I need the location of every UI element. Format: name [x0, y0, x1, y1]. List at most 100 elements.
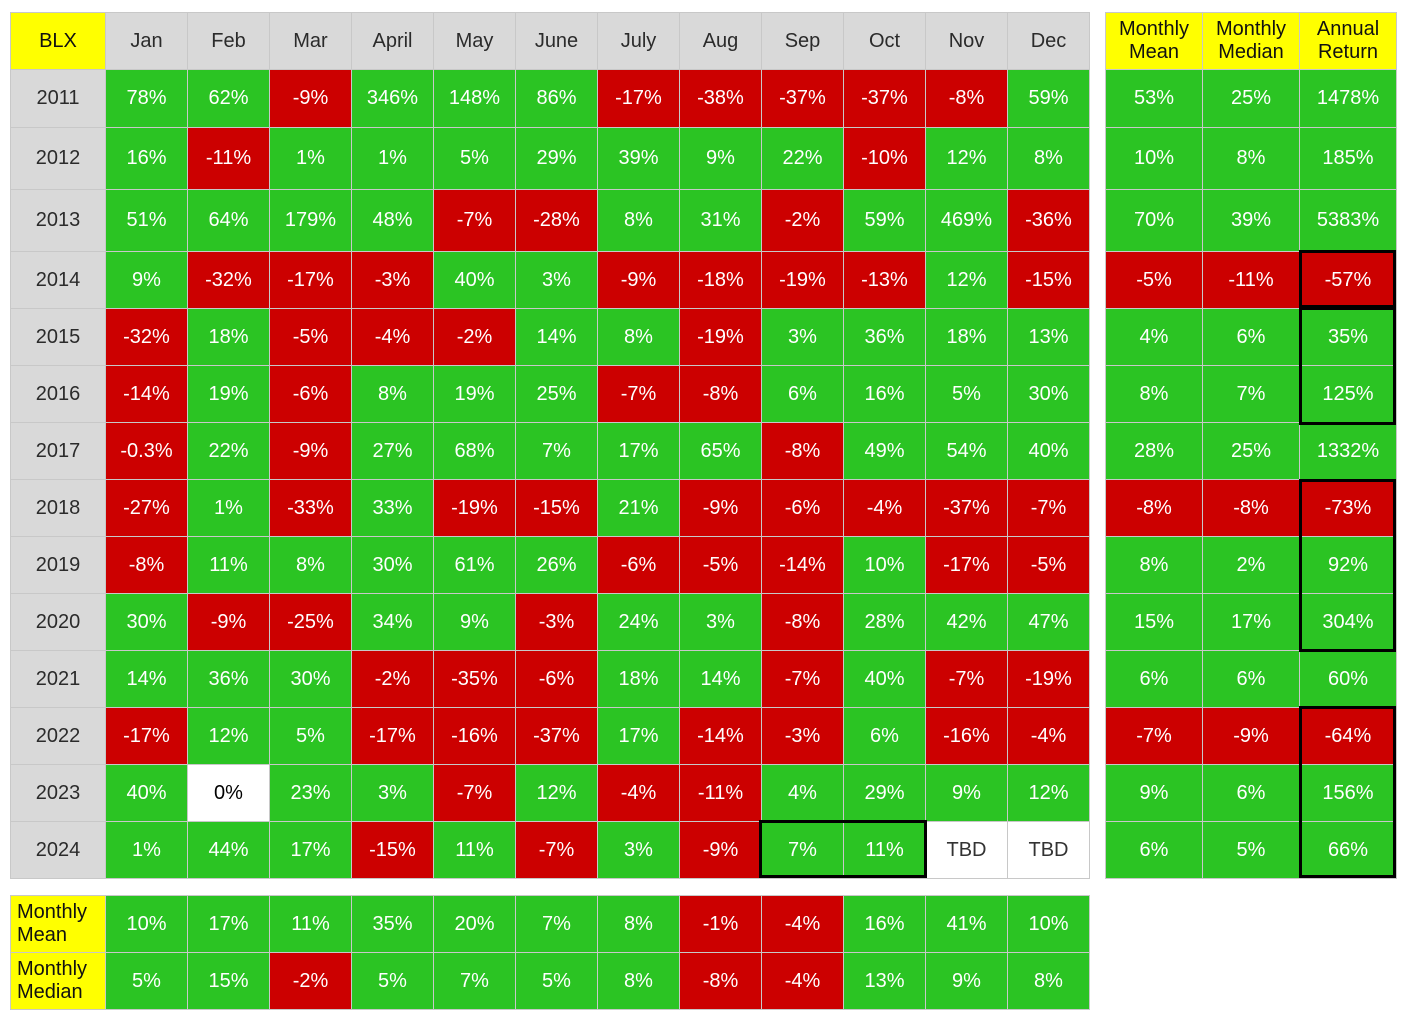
- return-cell: -2%: [351, 650, 434, 708]
- footer-stat-cell: 9%: [925, 952, 1008, 1010]
- footer-stat-cell: 13%: [843, 952, 926, 1010]
- return-cell: 26%: [515, 536, 598, 594]
- return-cell: -16%: [433, 707, 516, 765]
- summary-row: 8% 7% 125%: [1105, 365, 1397, 423]
- table-title: BLX: [10, 12, 106, 70]
- footer-stat-cell: 7%: [433, 952, 516, 1010]
- return-cell: -38%: [679, 69, 762, 128]
- return-cell: 6%: [761, 365, 844, 423]
- annual-return-cell: 35%: [1299, 308, 1397, 366]
- month-header: Dec: [1007, 12, 1090, 70]
- annual-return-cell: -57%: [1299, 251, 1397, 309]
- monthly-median-cell: -9%: [1202, 707, 1300, 765]
- monthly-mean-cell: 9%: [1105, 764, 1203, 822]
- month-header: Aug: [679, 12, 762, 70]
- return-cell: -5%: [269, 308, 352, 366]
- return-cell: -3%: [761, 707, 844, 765]
- footer-stat-cell: 5%: [105, 952, 188, 1010]
- return-cell: -19%: [1007, 650, 1090, 708]
- summary-row: 53% 25% 1478%: [1105, 69, 1397, 128]
- return-cell: -7%: [515, 821, 598, 879]
- footer-label: Monthly Median: [10, 952, 106, 1010]
- return-cell: -9%: [679, 479, 762, 537]
- summary-header-row: Monthly Mean Monthly Median Annual Return: [1105, 12, 1397, 70]
- return-cell: -8%: [105, 536, 188, 594]
- return-cell: 18%: [925, 308, 1008, 366]
- return-cell: 44%: [187, 821, 270, 879]
- return-cell: -14%: [679, 707, 762, 765]
- monthly-mean-cell: 6%: [1105, 650, 1203, 708]
- return-cell: -11%: [679, 764, 762, 822]
- footer-row: Monthly Mean 10% 17% 11% 35% 20% 7% 8% -1% -4% 16% 4…: [10, 895, 1090, 953]
- monthly-median-cell: 6%: [1202, 308, 1300, 366]
- monthly-median-cell: 7%: [1202, 365, 1300, 423]
- return-cell: 18%: [597, 650, 680, 708]
- return-cell: 8%: [1007, 127, 1090, 190]
- return-cell: 8%: [597, 189, 680, 252]
- monthly-median-cell: -11%: [1202, 251, 1300, 309]
- return-cell: 59%: [843, 189, 926, 252]
- return-cell: 11%: [433, 821, 516, 879]
- annual-return-cell: -73%: [1299, 479, 1397, 537]
- return-cell: -9%: [269, 422, 352, 480]
- return-cell: 59%: [1007, 69, 1090, 128]
- table-row: 2019 -8% 11% 8% 30% 61% 26% -6% -5% -14% 10% -17% -5…: [10, 536, 1090, 594]
- monthly-median-cell: 17%: [1202, 593, 1300, 651]
- return-cell: 12%: [925, 251, 1008, 309]
- month-header: April: [351, 12, 434, 70]
- monthly-median-cell: 5%: [1202, 821, 1300, 879]
- return-cell: 13%: [1007, 308, 1090, 366]
- return-cell: -4%: [843, 479, 926, 537]
- annual-return-cell: 92%: [1299, 536, 1397, 594]
- return-cell: -17%: [597, 69, 680, 128]
- return-cell: 36%: [843, 308, 926, 366]
- annual-return-cell: 5383%: [1299, 189, 1397, 252]
- table-row: 2011 78% 62% -9% 346% 148% 86% -17% -38% -37% -37%…: [10, 69, 1090, 128]
- month-header: May: [433, 12, 516, 70]
- return-cell: 8%: [597, 308, 680, 366]
- year-label: 2018: [10, 479, 106, 537]
- footer-stat-cell: 15%: [187, 952, 270, 1010]
- return-cell: -6%: [761, 479, 844, 537]
- monthly-mean-cell: 53%: [1105, 69, 1203, 128]
- annual-return-cell: 185%: [1299, 127, 1397, 190]
- return-cell: 1%: [187, 479, 270, 537]
- footer-stat-cell: -4%: [761, 895, 844, 953]
- return-cell: 1%: [105, 821, 188, 879]
- monthly-mean-cell: 6%: [1105, 821, 1203, 879]
- return-cell: 27%: [351, 422, 434, 480]
- return-cell: 62%: [187, 69, 270, 128]
- monthly-median-cell: 6%: [1202, 764, 1300, 822]
- return-cell: -15%: [351, 821, 434, 879]
- return-cell: -9%: [597, 251, 680, 309]
- return-cell: -4%: [1007, 707, 1090, 765]
- return-cell: 40%: [1007, 422, 1090, 480]
- table-row: 2021 14% 36% 30% -2% -35% -6% 18% 14% -7% 40% -7% -1…: [10, 650, 1090, 708]
- return-cell: 11%: [843, 821, 926, 879]
- monthly-mean-cell: 4%: [1105, 308, 1203, 366]
- return-cell: -37%: [761, 69, 844, 128]
- return-cell: 16%: [843, 365, 926, 423]
- return-cell: 22%: [187, 422, 270, 480]
- return-cell: TBD: [1007, 821, 1090, 879]
- month-header: Feb: [187, 12, 270, 70]
- month-header: Jan: [105, 12, 188, 70]
- monthly-mean-cell: -5%: [1105, 251, 1203, 309]
- return-cell: 3%: [597, 821, 680, 879]
- return-cell: -37%: [515, 707, 598, 765]
- return-cell: 4%: [761, 764, 844, 822]
- return-cell: 5%: [269, 707, 352, 765]
- return-cell: 42%: [925, 593, 1008, 651]
- month-header: Oct: [843, 12, 926, 70]
- year-label: 2024: [10, 821, 106, 879]
- annual-return-cell: -64%: [1299, 707, 1397, 765]
- return-cell: -9%: [269, 69, 352, 128]
- summary-row: -8% -8% -73%: [1105, 479, 1397, 537]
- return-cell: 49%: [843, 422, 926, 480]
- return-cell: -3%: [515, 593, 598, 651]
- year-label: 2021: [10, 650, 106, 708]
- return-cell: 30%: [1007, 365, 1090, 423]
- return-cell: -37%: [843, 69, 926, 128]
- monthly-median-cell: 6%: [1202, 650, 1300, 708]
- footer-stat-cell: 35%: [351, 895, 434, 953]
